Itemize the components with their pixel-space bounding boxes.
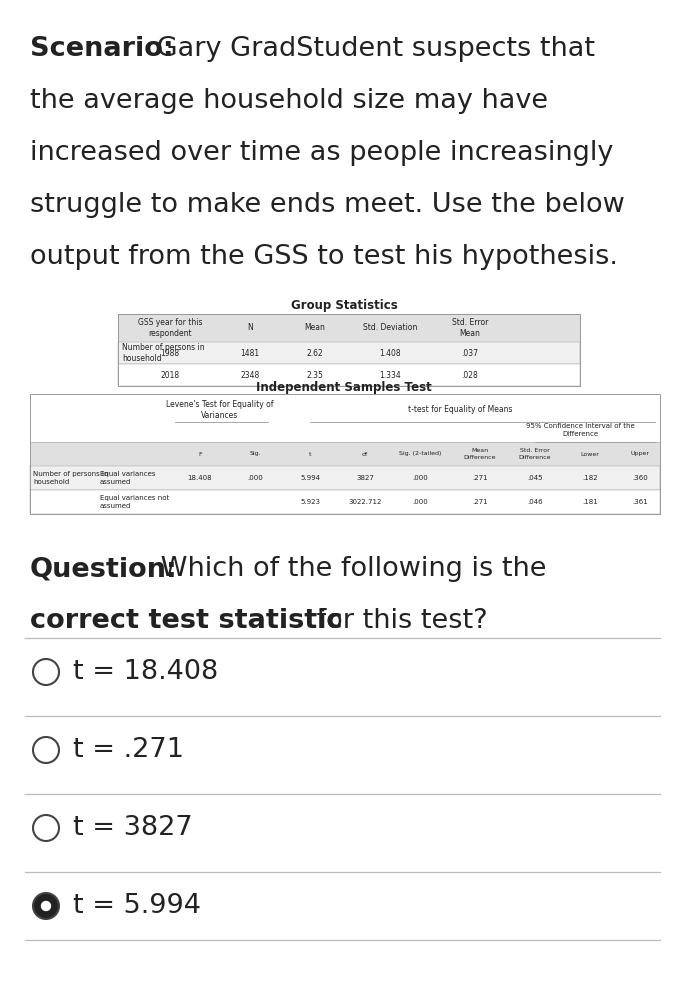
Text: 3022.712: 3022.712 <box>348 499 382 505</box>
Text: Std. Error
Mean: Std. Error Mean <box>452 318 488 338</box>
Text: output from the GSS to test his hypothesis.: output from the GSS to test his hypothes… <box>30 244 618 270</box>
Text: 1.334: 1.334 <box>379 371 401 380</box>
Text: for this test?: for this test? <box>308 608 488 634</box>
Text: Mean: Mean <box>305 323 325 333</box>
Bar <box>30 466 660 490</box>
Text: 1.408: 1.408 <box>379 349 401 358</box>
Text: t = .271: t = .271 <box>73 737 184 763</box>
Text: Scenario:: Scenario: <box>30 36 173 62</box>
Bar <box>118 314 580 342</box>
Text: t = 5.994: t = 5.994 <box>73 893 201 919</box>
Text: increased over time as people increasingly: increased over time as people increasing… <box>30 140 614 166</box>
Text: t-test for Equality of Means: t-test for Equality of Means <box>408 406 513 414</box>
Text: .028: .028 <box>462 371 478 380</box>
Text: 2.35: 2.35 <box>307 371 323 380</box>
Text: df: df <box>362 451 368 456</box>
Text: Std. Error
Difference: Std. Error Difference <box>519 448 551 459</box>
Text: 2.62: 2.62 <box>307 349 323 358</box>
Text: 5.923: 5.923 <box>300 499 320 505</box>
Text: correct test statistic: correct test statistic <box>30 608 343 634</box>
Text: Equal variances not
assumed: Equal variances not assumed <box>100 495 169 509</box>
Text: 95% Confidence Interval of the
Difference: 95% Confidence Interval of the Differenc… <box>526 423 634 436</box>
Text: .037: .037 <box>462 349 478 358</box>
Circle shape <box>33 659 59 685</box>
Text: .045: .045 <box>527 475 543 481</box>
Text: .000: .000 <box>247 475 263 481</box>
Text: struggle to make ends meet. Use the below: struggle to make ends meet. Use the belo… <box>30 192 625 218</box>
Text: Equal variances
assumed: Equal variances assumed <box>100 471 155 485</box>
Text: GSS year for this
respondent: GSS year for this respondent <box>138 318 202 338</box>
Circle shape <box>33 815 59 841</box>
Text: .182: .182 <box>582 475 598 481</box>
Text: 1988: 1988 <box>160 349 180 358</box>
Text: Sig.: Sig. <box>249 451 261 456</box>
Bar <box>30 442 660 466</box>
Text: Lower: Lower <box>581 451 599 456</box>
Text: t: t <box>309 451 311 456</box>
Text: .360: .360 <box>632 475 648 481</box>
Bar <box>118 342 580 364</box>
Text: .271: .271 <box>472 475 488 481</box>
Text: t = 18.408: t = 18.408 <box>73 659 218 685</box>
Text: 2018: 2018 <box>160 371 180 380</box>
Text: 2348: 2348 <box>240 371 259 380</box>
Text: the average household size may have: the average household size may have <box>30 88 548 114</box>
Text: 18.408: 18.408 <box>188 475 213 481</box>
Circle shape <box>33 737 59 763</box>
Text: Gary GradStudent suspects that: Gary GradStudent suspects that <box>148 36 595 62</box>
Circle shape <box>41 901 51 911</box>
Text: 1481: 1481 <box>240 349 259 358</box>
Text: Which of the following is the: Which of the following is the <box>152 556 546 582</box>
Text: Independent Samples Test: Independent Samples Test <box>256 381 432 394</box>
Text: Mean
Difference: Mean Difference <box>464 448 496 459</box>
Text: .181: .181 <box>582 499 598 505</box>
Text: Std. Deviation: Std. Deviation <box>363 323 417 333</box>
Text: t = 3827: t = 3827 <box>73 815 193 841</box>
Text: .361: .361 <box>632 499 648 505</box>
Circle shape <box>33 893 59 919</box>
Text: .000: .000 <box>412 475 428 481</box>
Text: .000: .000 <box>412 499 428 505</box>
Bar <box>30 394 660 514</box>
Text: 3827: 3827 <box>356 475 374 481</box>
Text: Number of persons in
household: Number of persons in household <box>33 471 109 485</box>
Text: Sig. (2-tailed): Sig. (2-tailed) <box>399 451 441 456</box>
Text: .271: .271 <box>472 499 488 505</box>
Text: Group Statistics: Group Statistics <box>290 299 398 312</box>
Text: 5.994: 5.994 <box>300 475 320 481</box>
Text: F: F <box>198 451 202 456</box>
Text: N: N <box>247 323 253 333</box>
Text: Question:: Question: <box>30 556 178 582</box>
Text: .046: .046 <box>527 499 543 505</box>
Text: Number of persons in
household: Number of persons in household <box>122 343 204 363</box>
Bar <box>118 314 580 386</box>
Text: Upper: Upper <box>630 451 649 456</box>
Text: Levene's Test for Equality of
Variances: Levene's Test for Equality of Variances <box>166 400 274 420</box>
Bar <box>30 490 660 514</box>
Bar <box>118 364 580 386</box>
